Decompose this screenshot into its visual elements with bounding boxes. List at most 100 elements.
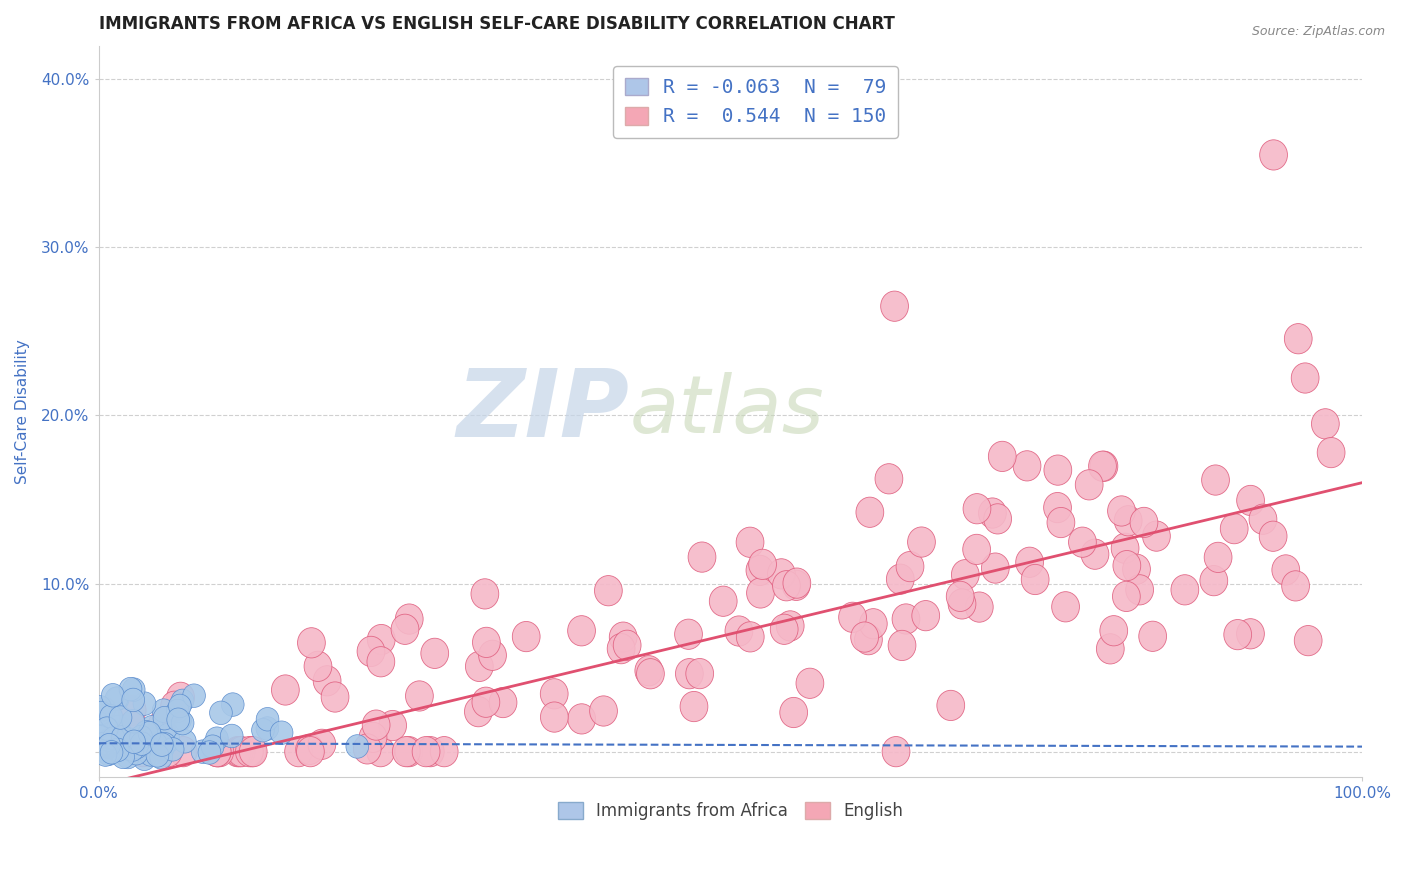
Ellipse shape [472, 627, 501, 657]
Ellipse shape [936, 690, 965, 721]
Ellipse shape [1052, 591, 1080, 622]
Ellipse shape [568, 615, 596, 646]
Ellipse shape [107, 739, 129, 762]
Ellipse shape [121, 738, 143, 761]
Ellipse shape [107, 687, 129, 710]
Ellipse shape [875, 464, 903, 494]
Ellipse shape [284, 737, 312, 767]
Ellipse shape [540, 679, 568, 709]
Ellipse shape [378, 710, 406, 740]
Ellipse shape [737, 622, 763, 652]
Ellipse shape [304, 651, 332, 681]
Ellipse shape [855, 624, 883, 655]
Ellipse shape [221, 693, 245, 716]
Ellipse shape [134, 747, 156, 771]
Ellipse shape [688, 542, 716, 573]
Ellipse shape [882, 737, 910, 767]
Ellipse shape [146, 744, 169, 767]
Ellipse shape [1139, 621, 1167, 651]
Ellipse shape [1143, 521, 1170, 551]
Ellipse shape [946, 582, 974, 612]
Ellipse shape [1090, 451, 1118, 482]
Ellipse shape [162, 738, 184, 761]
Ellipse shape [405, 681, 433, 711]
Ellipse shape [97, 735, 120, 758]
Ellipse shape [1237, 485, 1264, 516]
Ellipse shape [297, 737, 325, 767]
Ellipse shape [1014, 450, 1040, 481]
Ellipse shape [270, 721, 292, 745]
Ellipse shape [1069, 527, 1097, 558]
Ellipse shape [1111, 533, 1139, 564]
Ellipse shape [346, 735, 368, 758]
Ellipse shape [1291, 363, 1319, 393]
Ellipse shape [183, 684, 205, 707]
Ellipse shape [252, 718, 274, 742]
Ellipse shape [709, 586, 737, 616]
Ellipse shape [209, 701, 232, 724]
Ellipse shape [138, 722, 160, 745]
Ellipse shape [595, 575, 623, 606]
Text: atlas: atlas [630, 372, 824, 450]
Ellipse shape [167, 708, 190, 731]
Ellipse shape [191, 739, 214, 764]
Ellipse shape [859, 608, 887, 639]
Ellipse shape [1249, 504, 1277, 534]
Ellipse shape [152, 698, 174, 723]
Ellipse shape [221, 724, 243, 747]
Ellipse shape [134, 692, 156, 715]
Ellipse shape [205, 737, 233, 767]
Ellipse shape [512, 622, 540, 652]
Ellipse shape [111, 745, 135, 769]
Ellipse shape [321, 681, 349, 712]
Ellipse shape [105, 687, 128, 710]
Ellipse shape [122, 678, 145, 701]
Ellipse shape [111, 725, 134, 749]
Ellipse shape [100, 705, 122, 728]
Ellipse shape [675, 658, 703, 689]
Ellipse shape [430, 737, 458, 767]
Ellipse shape [198, 740, 221, 764]
Ellipse shape [675, 619, 703, 649]
Ellipse shape [298, 628, 325, 658]
Ellipse shape [1043, 455, 1071, 485]
Ellipse shape [101, 683, 124, 707]
Ellipse shape [589, 696, 617, 726]
Ellipse shape [412, 737, 440, 767]
Ellipse shape [153, 706, 176, 730]
Ellipse shape [465, 651, 494, 681]
Ellipse shape [157, 723, 180, 747]
Ellipse shape [357, 636, 385, 666]
Ellipse shape [1108, 496, 1136, 526]
Ellipse shape [135, 721, 157, 744]
Ellipse shape [153, 732, 176, 756]
Ellipse shape [966, 592, 993, 623]
Ellipse shape [1284, 324, 1312, 354]
Ellipse shape [117, 745, 139, 769]
Ellipse shape [471, 579, 499, 609]
Ellipse shape [1202, 465, 1229, 495]
Ellipse shape [295, 734, 323, 764]
Ellipse shape [150, 738, 174, 761]
Ellipse shape [912, 600, 939, 631]
Ellipse shape [963, 534, 991, 565]
Ellipse shape [1099, 615, 1128, 646]
Ellipse shape [169, 708, 191, 731]
Ellipse shape [359, 723, 387, 753]
Ellipse shape [103, 727, 125, 750]
Ellipse shape [886, 564, 914, 594]
Ellipse shape [1223, 620, 1251, 649]
Ellipse shape [235, 737, 263, 767]
Ellipse shape [489, 688, 517, 718]
Ellipse shape [97, 728, 121, 752]
Ellipse shape [141, 728, 163, 751]
Ellipse shape [90, 701, 112, 725]
Ellipse shape [157, 729, 180, 753]
Ellipse shape [1015, 547, 1043, 577]
Ellipse shape [1130, 508, 1159, 538]
Ellipse shape [395, 737, 423, 767]
Ellipse shape [1220, 514, 1249, 544]
Ellipse shape [94, 743, 117, 766]
Ellipse shape [1115, 506, 1142, 536]
Ellipse shape [770, 615, 799, 644]
